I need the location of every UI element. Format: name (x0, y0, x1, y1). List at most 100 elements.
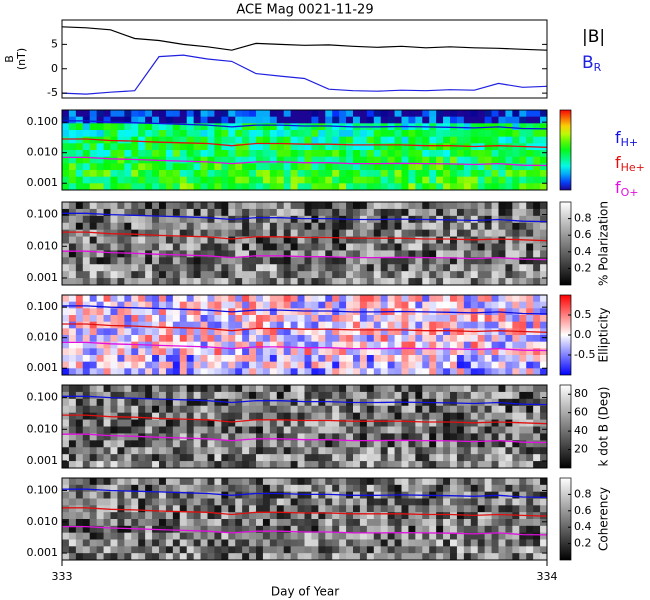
texture-cell (311, 250, 319, 258)
texture-cell (159, 391, 167, 400)
texture-cell (242, 505, 250, 513)
texture-cell (235, 116, 243, 124)
texture-cell (339, 315, 347, 323)
texture-cell (505, 385, 513, 393)
texture-cell (159, 130, 167, 138)
texture-cell (339, 110, 347, 118)
texture-cell (96, 271, 105, 279)
texture-cell (262, 368, 271, 376)
texture-cell (68, 426, 77, 434)
texture-cell (186, 215, 195, 224)
texture-cell (207, 447, 215, 455)
texture-cell (463, 525, 472, 534)
texture-cell (96, 539, 105, 547)
texture-cell (172, 355, 181, 363)
texture-cell (484, 236, 493, 244)
texture-cell (387, 391, 396, 400)
texture-cell (353, 176, 361, 184)
texture-cell (235, 447, 243, 455)
texture-cell (82, 385, 91, 393)
texture-cell (145, 264, 153, 272)
texture-cell (477, 341, 486, 349)
texture-cell (228, 264, 236, 272)
texture-cell (533, 519, 541, 527)
texture-cell (82, 419, 91, 427)
texture-cell (429, 391, 437, 400)
texture-cell (443, 341, 451, 349)
texture-cell (346, 170, 354, 178)
texture-cell (159, 150, 167, 158)
texture-cell (526, 391, 534, 400)
texture-cell (422, 278, 430, 286)
texture-cell (366, 385, 375, 393)
texture-cell (131, 250, 139, 258)
texture-cell (540, 484, 548, 493)
texture-cell (470, 215, 479, 224)
texture-cell (456, 447, 465, 455)
texture-cell (394, 539, 402, 547)
texture-cell (380, 295, 389, 303)
texture-cell (387, 440, 396, 448)
texture-cell (491, 355, 499, 363)
texture-cell (207, 321, 215, 329)
texture-cell (276, 539, 285, 547)
texture-cell (422, 454, 430, 462)
texture-cell (498, 150, 506, 158)
texture-cell (415, 553, 423, 561)
texture-cell (505, 208, 513, 217)
texture-cell (152, 391, 160, 400)
texture-cell (89, 183, 98, 191)
texture-cell (304, 202, 312, 210)
texture-cell (297, 143, 305, 151)
texture-cell (463, 385, 472, 393)
texture-cell (380, 328, 389, 336)
texture-cell (269, 143, 278, 151)
texture-cell (249, 110, 257, 118)
texture-cell (159, 183, 167, 191)
texture-cell (96, 156, 105, 164)
texture-cell (498, 454, 506, 462)
texture-cell (89, 348, 98, 356)
texture-cell (256, 478, 264, 486)
texture-cell (512, 243, 520, 251)
texture-cell (484, 532, 493, 540)
texture-cell (512, 308, 520, 316)
texture-cell (318, 321, 326, 329)
texture-cell (540, 208, 548, 217)
texture-cell (339, 183, 347, 191)
legend-text: |B| (582, 27, 605, 47)
texture-cell (359, 257, 368, 265)
texture-cell (491, 335, 499, 343)
texture-cell (415, 208, 423, 217)
texture-cell (394, 150, 402, 158)
texture-cell (75, 484, 84, 493)
texture-cell (75, 130, 84, 138)
texture-cell (512, 412, 520, 421)
texture-cell (249, 328, 257, 336)
texture-cell (249, 156, 257, 164)
texture-cell (256, 202, 264, 210)
texture-cell (124, 539, 132, 547)
texture-cell (235, 208, 243, 217)
texture-cell (131, 512, 139, 520)
texture-cell (249, 176, 257, 184)
texture-cell (221, 321, 229, 329)
texture-cell (387, 426, 396, 434)
texture-cell (124, 391, 132, 400)
texture-cell (394, 412, 402, 421)
texture-cell (505, 440, 513, 448)
texture-cell (89, 136, 98, 144)
texture-cell (456, 278, 465, 286)
texture-cell (290, 170, 299, 178)
texture-cell (373, 301, 382, 309)
texture-cell (165, 202, 174, 210)
texture-cell (186, 335, 195, 343)
texture-cell (242, 426, 250, 434)
panel: 0.20.40.60.8% Polarization0.0010.0100.10… (27, 201, 611, 286)
texture-cell (498, 176, 506, 184)
texture-cell (172, 335, 181, 343)
texture-cell (533, 315, 541, 323)
texture-cell (186, 130, 195, 138)
texture-cell (540, 243, 548, 251)
texture-cell (269, 170, 278, 178)
